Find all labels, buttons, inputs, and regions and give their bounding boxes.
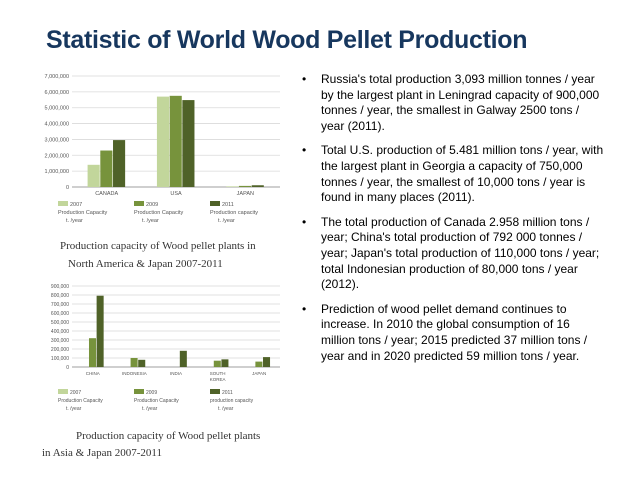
chart1-caption-line1: Production capacity of Wood pellet plant… <box>60 240 256 252</box>
x-tick-label: INDIA <box>170 371 182 376</box>
y-tick-label: 0 <box>66 185 69 191</box>
legend-label-line3: t. /year <box>218 218 235 224</box>
y-tick-label: 400,000 <box>51 329 69 335</box>
legend-swatch <box>210 389 220 394</box>
bullet-dot-icon: • <box>302 143 307 158</box>
y-tick-label: 200,000 <box>51 347 69 353</box>
y-tick-label: 300,000 <box>51 338 69 344</box>
x-tick-label: USA <box>170 191 182 197</box>
chart2-caption-line2: in Asia & Japan 2007-2011 <box>42 447 162 459</box>
x-tick-label: CANADA <box>95 191 118 197</box>
bar-china-2009 <box>88 338 97 367</box>
x-tick-label: JAPAN <box>237 191 254 197</box>
y-tick-label: 700,000 <box>51 302 69 308</box>
legend-label-line3: t. /year <box>66 406 82 412</box>
legend-label-line2: Production Capacity <box>134 210 183 216</box>
bar-canada-2007 <box>87 164 100 187</box>
bar-japan-2009 <box>238 185 252 187</box>
legend-swatch <box>58 201 68 206</box>
legend-label-line2: production capacity <box>210 398 254 404</box>
bar-japan-2011 <box>251 185 264 187</box>
bar-japan-2009 <box>255 361 263 367</box>
legend-label: 2009 <box>146 202 158 208</box>
y-tick-label: 1,000,000 <box>45 169 69 175</box>
y-tick-label: 4,000,000 <box>45 122 69 128</box>
bullet-list: • Russia's total production 3,093 million… <box>296 72 604 373</box>
legend-label-line2: Production capacity <box>210 210 258 216</box>
y-tick-label: 2,000,000 <box>45 153 69 159</box>
legend-label: 2007 <box>70 390 81 396</box>
bullet-text: Russia's total production 3,093 million … <box>321 72 600 133</box>
bar-india-2011 <box>179 350 187 367</box>
legend-label-line2: Production Capacity <box>58 210 107 216</box>
x-tick-label: INDONESIA <box>122 371 147 376</box>
chart1-caption-line2: North America & Japan 2007-2011 <box>68 258 223 270</box>
legend-label: 2011 <box>222 390 233 396</box>
bullet-dot-icon: • <box>302 301 307 316</box>
bar-south-korea-2011 <box>221 359 229 367</box>
bullet-text: Total U.S. production of 5.481 million t… <box>321 143 604 205</box>
bullet-text: The total production of Canada 2.958 mil… <box>321 214 600 292</box>
bar-canada-2009 <box>100 150 113 187</box>
chart-asia-japan: 0 100,000 200,000 300,000 400,000 500,000 600,… <box>51 284 280 412</box>
legend-label-line3: t. /year <box>66 218 83 224</box>
bullet-item-usa: • Total U.S. production of 5.481 million … <box>296 143 604 205</box>
y-tick-label: 600,000 <box>51 311 69 317</box>
bullet-item-canada-china-japan: • The total production of Canada 2.958 mi… <box>296 215 604 293</box>
legend-label-line3: t. /year <box>142 406 158 412</box>
legend-swatch <box>134 201 144 206</box>
bar-usa-2007 <box>156 96 170 187</box>
x-tick-label: CHINA <box>86 371 100 376</box>
x-tick-label: JAPAN <box>252 371 266 376</box>
bar-usa-2009 <box>169 95 182 187</box>
y-tick-label: 900,000 <box>51 284 69 290</box>
chart-north-america-japan: 0 1,000,000 2,000,000 3,000,000 4,000,000 5,0… <box>45 74 280 224</box>
legend-swatch <box>58 389 68 394</box>
legend-label-line2: Production Capacity <box>58 398 103 404</box>
bullet-text: Prediction of wood pellet demand continu… <box>321 301 588 363</box>
bar-indonesia-2009 <box>130 358 138 367</box>
y-tick-label: 3,000,000 <box>45 137 69 143</box>
legend-label: 2009 <box>146 390 157 396</box>
legend-swatch <box>134 389 144 394</box>
legend-label-line2: Production Capacity <box>134 398 179 404</box>
bar-japan-2011 <box>263 357 271 367</box>
y-tick-label: 800,000 <box>51 293 69 299</box>
y-tick-label: 6,000,000 <box>45 90 69 96</box>
legend-label-line3: t. /year <box>218 406 234 412</box>
chart2-caption-line1: Production capacity of Wood pellet plant… <box>76 430 261 442</box>
y-tick-label: 100,000 <box>51 356 69 362</box>
legend-label-line3: t. /year <box>142 218 159 224</box>
legend-swatch <box>210 201 220 206</box>
slide-title: Statistic of World Wood Pellet Productio… <box>46 26 528 54</box>
bar-china-2011 <box>96 295 104 367</box>
bar-indonesia-2011 <box>138 359 146 367</box>
bar-japan-2007 <box>226 186 239 187</box>
y-tick-label: 7,000,000 <box>45 74 69 80</box>
bullet-item-prediction: • Prediction of wood pellet demand contin… <box>296 302 604 364</box>
legend-label: 2011 <box>222 202 234 208</box>
bar-canada-2011 <box>113 140 126 187</box>
legend-label: 2007 <box>70 202 82 208</box>
x-tick-label: SOUTH <box>210 371 226 376</box>
bullet-dot-icon: • <box>302 72 307 86</box>
bullet-item-russia: • Russia's total production 3,093 million… <box>296 72 604 134</box>
bar-usa-2011 <box>182 100 195 187</box>
bar-south-korea-2009 <box>213 360 221 367</box>
y-tick-label: 0 <box>66 365 69 371</box>
y-tick-label: 5,000,000 <box>45 106 69 112</box>
bullet-dot-icon: • <box>302 214 307 229</box>
y-tick-label: 500,000 <box>51 320 69 326</box>
x-tick-label: KOREA <box>210 377 226 382</box>
